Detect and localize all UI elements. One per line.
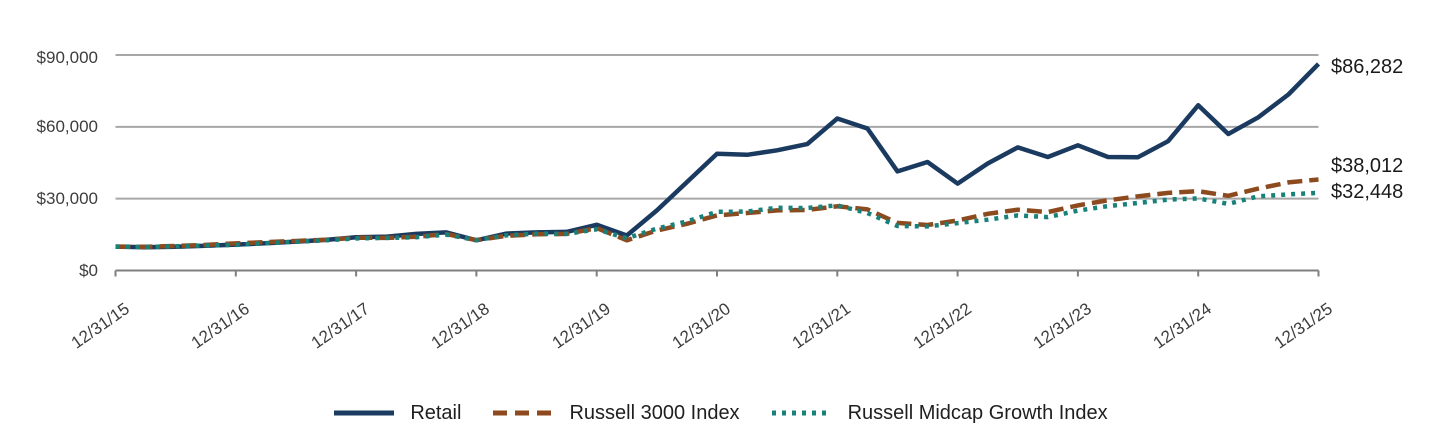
series-line-2	[115, 190, 1319, 250]
series-line-1	[115, 177, 1319, 250]
russell-3000-line-swatch-icon	[493, 410, 554, 416]
legend-label: Russell 3000 Index	[569, 401, 740, 424]
y-axis-label: $90,000	[36, 48, 98, 67]
russell-midcap-growth-line-swatch-icon	[771, 410, 832, 416]
legend-label: Retail	[410, 401, 462, 424]
legend-item-russell-midcap-growth: Russell Midcap Growth Index	[770, 402, 1108, 425]
legend-label: Russell Midcap Growth Index	[847, 401, 1108, 424]
y-axis-label: $30,000	[36, 189, 98, 208]
series-line-0	[115, 62, 1321, 250]
series-end-label-russell-midcap-growth: $32,448	[1331, 181, 1404, 203]
legend-item-russell-3000: Russell 3000 Index	[491, 401, 740, 425]
series-end-label-retail: $86,282	[1331, 56, 1404, 78]
y-axis-label: $0	[79, 261, 98, 280]
y-axis-label: $60,000	[36, 117, 98, 136]
retail-line-swatch-icon	[334, 410, 395, 416]
legend: Retail Russell 3000 Index Russell Midcap…	[0, 398, 1440, 428]
legend-item-retail: Retail	[332, 402, 461, 425]
series-end-label-russell-3000: $38,012	[1331, 155, 1404, 177]
